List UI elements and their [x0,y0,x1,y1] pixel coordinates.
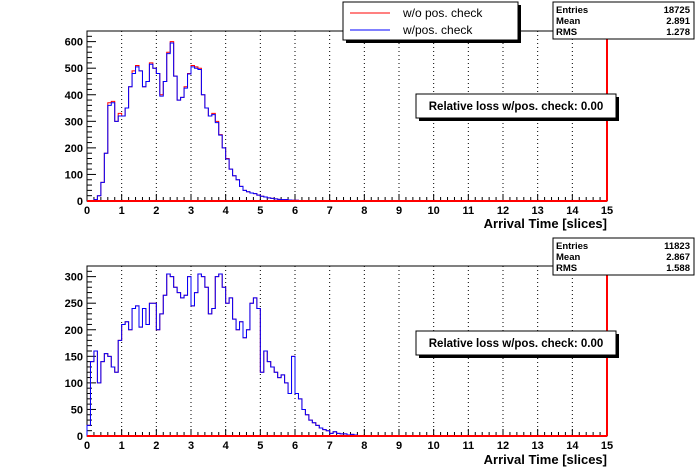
legend: w/o pos. check w/pos. check [342,1,521,43]
x-tick-label: 13 [532,205,544,217]
x-tick-label: 9 [396,205,402,217]
x-tick-label: 0 [84,205,90,217]
annotation-frame [415,330,617,356]
stats-key: RMS [556,27,577,38]
x-tick-label: 8 [361,440,367,452]
stats-box-frame [552,1,695,40]
x-tick-label: 10 [428,205,440,217]
x-tick-label: 5 [257,205,263,217]
y-tick-label: 150 [65,351,83,363]
y-tick-label: 200 [65,325,83,337]
x-tick-label: 15 [601,205,613,217]
stats-value: 11823 [664,241,690,252]
stats-key: Entries [556,241,588,252]
stats-value: 18725 [664,5,691,16]
annotation-text: Relative loss w/pos. check: 0.00 [429,101,604,113]
x-axis-title: Arrival Time [slices] [484,452,607,467]
x-tick-label: 4 [223,440,230,452]
legend-box [342,1,519,41]
stats-key: RMS [556,263,577,274]
stats-key: Entries [556,5,588,16]
y-tick-label: 400 [65,90,83,102]
x-tick-label: 3 [188,440,194,452]
y-tick-label: 250 [65,298,83,310]
y-tick-label: 100 [65,169,83,181]
stats-value: 2.867 [666,252,690,263]
annotation-text: Relative loss w/pos. check: 0.00 [429,338,604,350]
stats-box: Entries 11823 Mean 2.867 RMS 1.588 [552,237,695,276]
x-tick-label: 14 [566,440,579,452]
x-tick-label: 13 [532,440,544,452]
legend-label-w-pos-check: w/pos. check [402,23,473,37]
stats-value: 2.891 [666,16,690,27]
y-tick-label: 600 [65,37,83,49]
x-tick-label: 11 [463,440,475,452]
histogram-panels: 0 1 2 3 4 5 6 7 8 9 10 11 12 13 14 15010020030040050060… [65,1,695,467]
x-tick-label: 7 [327,440,333,452]
x-tick-label: 10 [428,440,440,452]
x-tick-label: 2 [153,440,159,452]
x-tick-label: 6 [292,440,298,452]
stats-box-frame [552,237,695,276]
y-tick-label: 200 [65,143,83,155]
x-tick-label: 9 [396,440,402,452]
x-axis-title: Arrival Time [slices] [484,216,607,231]
annotation-box: Relative loss w/pos. check: 0.00 [415,93,619,121]
histogram-panel-1: 0 1 2 3 4 5 6 7 8 9 10 11 12 13 14 15010020030040050060… [65,1,695,231]
y-tick-label: 0 [77,196,83,208]
x-tick-label: 12 [497,205,509,217]
x-tick-label: 12 [497,440,509,452]
x-tick-label: 3 [188,205,194,217]
y-tick-label: 100 [65,378,83,390]
x-tick-label: 1 [119,205,125,217]
x-tick-label: 4 [223,205,230,217]
stats-key: Mean [556,252,580,263]
stats-value: 1.588 [666,263,690,274]
x-tick-label: 1 [119,440,125,452]
y-tick-label: 300 [65,272,83,284]
legend-label-wo-pos-check: w/o pos. check [402,6,483,20]
x-tick-label: 0 [84,440,90,452]
legend-shadow-right [518,5,521,43]
y-tick-label: 50 [71,404,83,416]
stats-value: 1.278 [666,27,690,38]
stats-box: Entries 18725 Mean 2.891 RMS 1.278 [552,1,695,40]
y-tick-label: 0 [77,431,83,443]
x-tick-label: 2 [153,205,159,217]
annotation-box: Relative loss w/pos. check: 0.00 [415,330,619,358]
stats-key: Mean [556,16,580,27]
x-tick-label: 14 [566,205,579,217]
x-tick-label: 8 [361,205,367,217]
y-tick-label: 500 [65,63,83,75]
annotation-frame [415,93,617,119]
x-tick-label: 11 [463,205,475,217]
x-tick-label: 6 [292,205,298,217]
y-tick-label: 300 [65,116,83,128]
x-tick-label: 15 [601,440,613,452]
histogram-panel-2: 0 1 2 3 4 5 6 7 8 9 10 11 12 13 14 15050100150200250300… [65,237,695,467]
x-tick-label: 5 [257,440,263,452]
legend-shadow-bottom [346,40,521,43]
x-tick-label: 7 [327,205,333,217]
